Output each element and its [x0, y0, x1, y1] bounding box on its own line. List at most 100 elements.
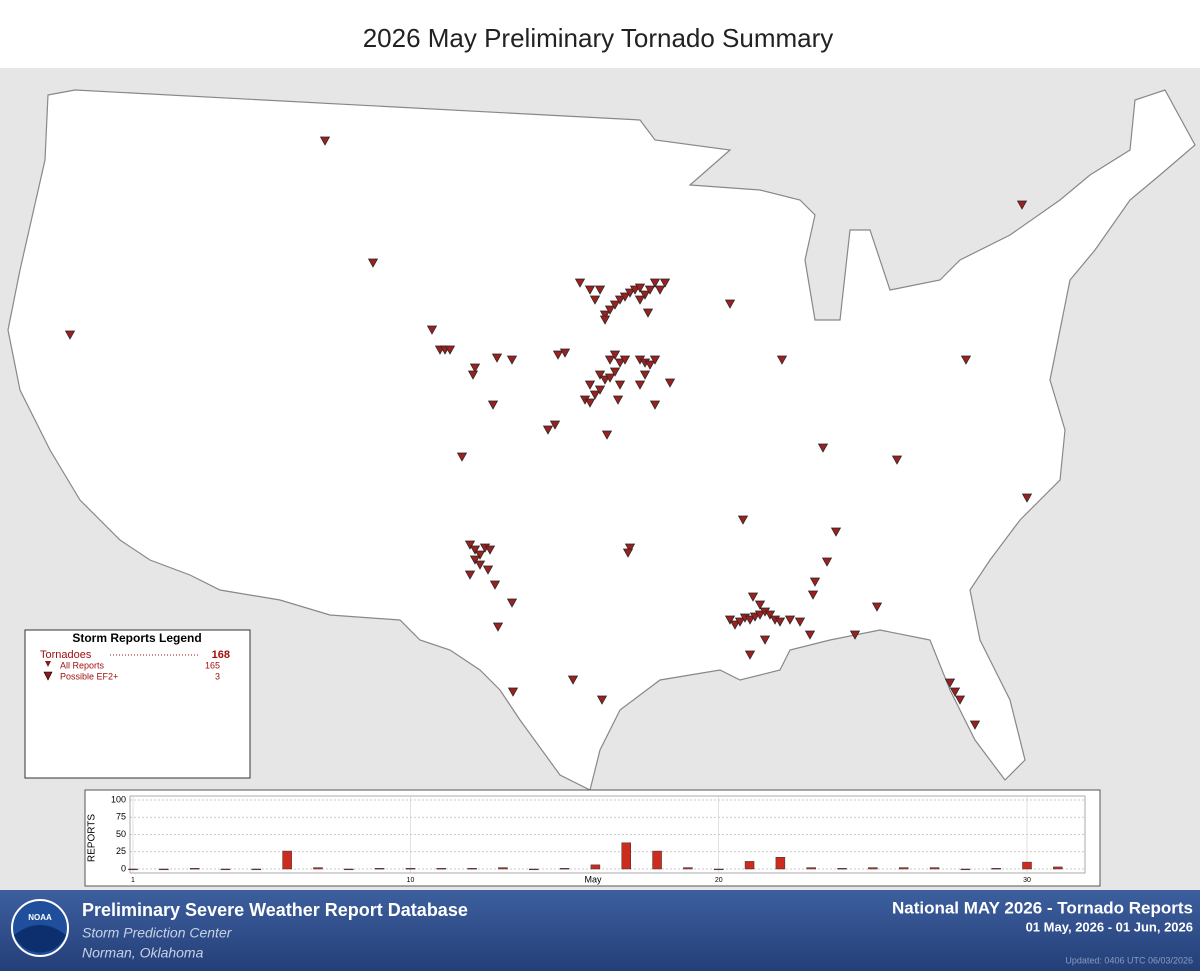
tornado-marker: [774, 617, 786, 627]
tornado-marker: [456, 452, 468, 462]
tornado-marker: [729, 620, 741, 630]
legend-title: Storm Reports Legend: [72, 631, 201, 645]
bar: [652, 850, 662, 870]
tornado-marker: [487, 400, 499, 410]
us-outline: [7, 89, 1196, 791]
bar: [898, 867, 909, 870]
tornado-marker: [492, 622, 504, 632]
tornado-marker: [649, 355, 661, 365]
tornado-marker: [734, 617, 746, 627]
tornado-marker: [552, 350, 564, 360]
tornado-marker: [594, 385, 606, 395]
tornado-marker: [426, 325, 438, 335]
tornado-marker: [467, 370, 479, 380]
tornado-marker: [754, 600, 766, 610]
tornado-marker: [469, 555, 481, 565]
legend-value: 165: [205, 660, 220, 670]
tornado-marker: [367, 258, 379, 268]
legend-icon: [45, 661, 51, 667]
bar: [590, 864, 601, 870]
tornado-marker: [642, 308, 654, 318]
bar: [189, 868, 200, 870]
tornado-marker: [817, 443, 829, 453]
tornado-marker: [506, 598, 518, 608]
tornado-marker: [609, 350, 621, 360]
x-axis-label: May: [584, 874, 602, 884]
noaa-logo-text: NOAA: [28, 913, 52, 922]
tornado-marker: [794, 617, 806, 627]
report-markers: [64, 136, 1033, 730]
tornado-marker: [764, 610, 776, 620]
y-axis-label: REPORTS: [87, 814, 98, 862]
x-tick-label: 1: [131, 877, 135, 884]
tornado-marker: [599, 315, 611, 325]
page-title: 2026 May Preliminary Tornado Summary: [363, 23, 834, 53]
bar: [159, 868, 169, 871]
bar: [744, 861, 755, 870]
tornado-marker: [960, 355, 972, 365]
tornado-marker: [724, 299, 736, 309]
tornado-marker: [507, 687, 519, 697]
tornado-marker: [744, 615, 756, 625]
bar: [837, 868, 847, 870]
tornado-marker: [849, 630, 861, 640]
tornado-marker: [584, 285, 596, 295]
bar: [806, 867, 816, 870]
tornado-marker: [589, 390, 601, 400]
bar: [868, 867, 878, 870]
tornado-marker: [644, 360, 656, 370]
footer-subtitle: Storm Prediction Center: [82, 925, 233, 941]
y-tick-label: 75: [116, 812, 126, 822]
footer: [0, 890, 1200, 971]
tornado-marker: [589, 295, 601, 305]
tornado-marker: [489, 580, 501, 590]
tornado-marker: [784, 615, 796, 625]
tornado-marker: [444, 345, 456, 355]
tornado-marker: [614, 380, 626, 390]
tornado-marker: [634, 380, 646, 390]
tornado-marker: [821, 557, 833, 567]
tornado-marker: [584, 380, 596, 390]
tornado-marker: [614, 358, 626, 368]
bar: [559, 868, 570, 870]
y-tick-label: 0: [121, 863, 126, 873]
tornado-marker: [871, 602, 883, 612]
bar-chart: 0 25 50 75 100 1 10 20 30 May: [111, 794, 1086, 884]
tornado-marker: [64, 330, 76, 340]
bar: [405, 868, 416, 870]
tornado-marker: [624, 543, 636, 553]
tornado-marker: [639, 370, 651, 380]
tornado-marker: [506, 355, 518, 365]
bar: [436, 868, 447, 870]
bar: [775, 857, 786, 870]
bar: [498, 867, 508, 870]
bar: [220, 868, 231, 871]
tornado-marker: [469, 363, 481, 373]
tornado-marker: [619, 292, 631, 302]
footer-title: Preliminary Severe Weather Report Databa…: [82, 900, 468, 920]
bar: [683, 867, 693, 870]
bar: [929, 867, 940, 870]
tornado-marker: [604, 373, 616, 383]
noaa-logo-wave: [14, 925, 66, 953]
bar: [374, 868, 385, 870]
tornado-marker: [624, 288, 636, 298]
legend-label: All Reports: [60, 660, 105, 670]
tornado-marker: [809, 577, 821, 587]
bar: [1053, 866, 1063, 870]
bar: [960, 868, 971, 871]
tornado-marker: [549, 420, 561, 430]
tornado-marker: [614, 295, 626, 305]
tornado-marker: [1021, 493, 1033, 503]
tornado-marker: [644, 285, 656, 295]
tornado-marker: [464, 540, 476, 550]
bar: [128, 868, 138, 871]
footer-right-title: National MAY 2026 - Tornado Reports: [892, 898, 1193, 917]
tornado-marker: [464, 570, 476, 580]
bar: [251, 868, 262, 871]
legend-value: 168: [212, 649, 230, 661]
tornado-marker: [639, 290, 651, 300]
chart-box: [84, 789, 1101, 887]
bar: [713, 868, 724, 871]
